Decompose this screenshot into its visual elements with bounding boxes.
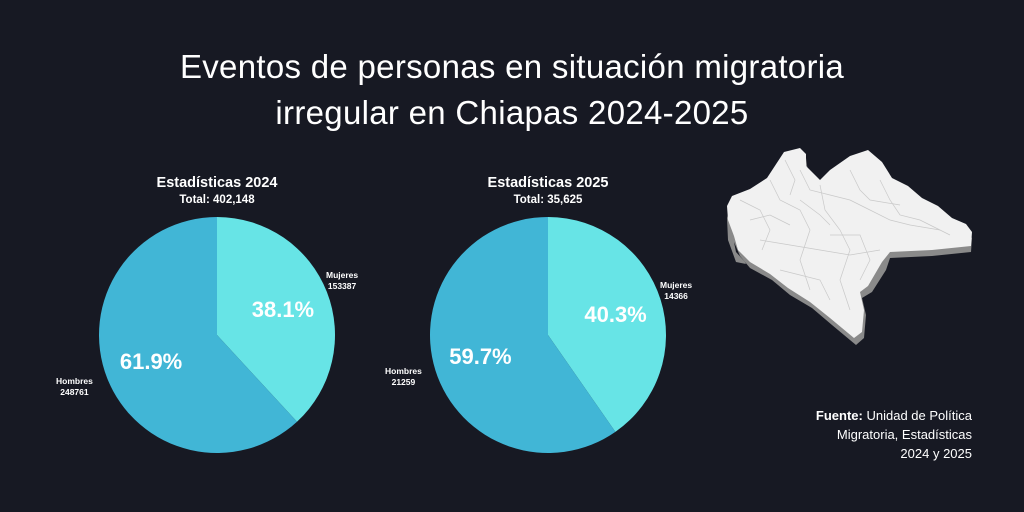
pie-slice-mujeres [217, 217, 335, 422]
source-text-2: Migratoria, Estadísticas [836, 427, 972, 442]
label-2024-mujeres-name: Mujeres [326, 270, 359, 280]
source-text-3: 2024 y 2025 [900, 446, 972, 461]
pie-percent-label-mujeres: 38.1% [252, 297, 314, 322]
chart-2025-total: Total: 35,625 [513, 194, 583, 206]
chiapas-map [727, 148, 972, 345]
map-municipal-borders [739, 159, 951, 311]
label-2025-hombres: Hombres 21259 [385, 366, 422, 388]
label-2025-mujeres: Mujeres 14366 [660, 280, 692, 302]
label-2024-hombres-value: 248761 [60, 387, 89, 397]
label-2025-mujeres-value: 14366 [664, 291, 688, 301]
label-2024-mujeres: Mujeres 153387 [326, 270, 358, 292]
pie-slice-hombres [98, 217, 298, 453]
label-2024-mujeres-value: 153387 [327, 281, 357, 291]
label-2025-mujeres-name: Mujeres [660, 280, 693, 290]
label-2025-hombres-value: 21259 [391, 377, 416, 387]
pie-chart-2025: 40.3% 59.7% [430, 217, 666, 453]
pie-percent-label-hombres: 59.7% [449, 344, 511, 369]
pie-chart-2024: 38.1% 61.9% [98, 217, 335, 453]
page-title: Eventos de personas en situación migrato… [0, 44, 1024, 136]
source-text-1: Unidad de Política [862, 408, 972, 423]
map-surface [727, 148, 972, 338]
title-line-2: irregular en Chiapas 2024-2025 [275, 94, 749, 131]
label-2025-hombres-name: Hombres [385, 366, 422, 376]
source-label: Fuente: [815, 408, 863, 423]
chart-2024-title: Estadísticas 2024 [156, 175, 278, 191]
title-line-1: Eventos de personas en situación migrato… [179, 48, 845, 85]
pie-slice-mujeres [548, 217, 666, 432]
label-2024-hombres-name: Hombres [56, 376, 93, 386]
source-note: Fuente: Unidad de Política Migratoria, E… [816, 406, 972, 463]
pie-percent-label-hombres: 61.9% [120, 349, 182, 374]
pie-percent-label-mujeres: 40.3% [584, 302, 646, 327]
chart-2024-total: Total: 402,148 [179, 194, 255, 206]
label-2024-hombres: Hombres 248761 [56, 376, 93, 398]
chart-2025-title: Estadísticas 2025 [487, 175, 609, 191]
pie-slice-hombres [430, 217, 616, 453]
